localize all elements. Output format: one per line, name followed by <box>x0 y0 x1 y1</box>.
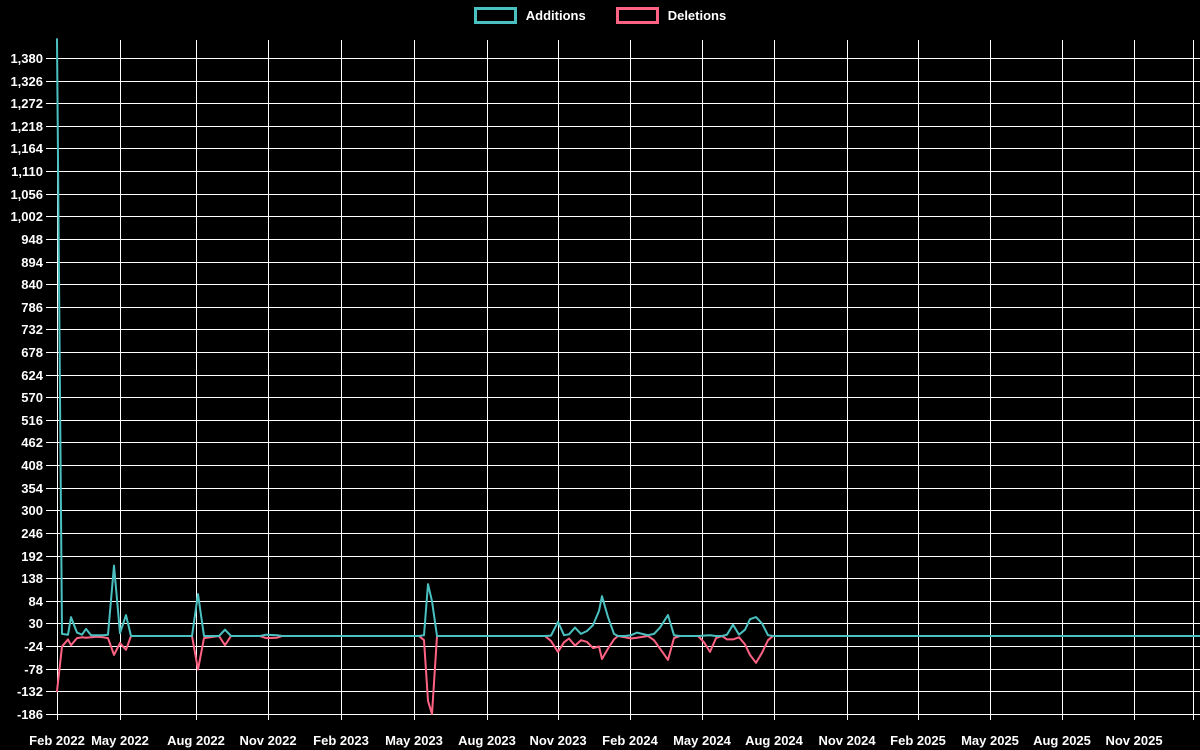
y-tick-label: 516 <box>21 413 43 428</box>
x-tick-label: Aug 2024 <box>745 733 804 748</box>
x-tick-label: Feb 2025 <box>890 733 946 748</box>
legend-item-additions[interactable]: Additions <box>473 7 586 24</box>
y-tick-label: 840 <box>21 277 43 292</box>
legend-label-additions: Additions <box>525 8 586 23</box>
x-tick-label: May 2022 <box>91 733 149 748</box>
y-tick-label: 192 <box>21 549 43 564</box>
y-tick-label: 1,056 <box>10 187 43 202</box>
y-tick-label: 1,218 <box>10 119 43 134</box>
y-tick-label: -186 <box>17 707 43 722</box>
x-tick-label: Feb 2022 <box>29 733 85 748</box>
y-tick-label: 1,002 <box>10 209 43 224</box>
legend-item-deletions[interactable]: Deletions <box>615 7 727 24</box>
y-tick-label: 948 <box>21 232 43 247</box>
y-tick-label: 354 <box>21 481 43 496</box>
y-tick-label: 732 <box>21 322 43 337</box>
additions-line <box>56 38 1200 637</box>
x-tick-label: Aug 2023 <box>458 733 516 748</box>
y-tick-label: 1,272 <box>10 96 43 111</box>
y-tick-label: -78 <box>24 662 43 677</box>
y-tick-label: 30 <box>29 616 43 631</box>
y-tick-label: 570 <box>21 390 43 405</box>
x-tick-label: Nov 2025 <box>1105 733 1162 748</box>
chart-legend: Additions Deletions <box>0 7 1200 24</box>
x-tick-label: Aug 2025 <box>1033 733 1091 748</box>
y-tick-label: 1,110 <box>11 164 43 179</box>
deletions-line <box>56 635 1200 715</box>
x-tick-label: Feb 2023 <box>313 733 369 748</box>
y-tick-label: 1,326 <box>10 74 43 89</box>
y-tick-label: 300 <box>21 503 43 518</box>
additions-swatch-icon <box>473 7 517 24</box>
x-tick-label: Aug 2022 <box>167 733 225 748</box>
y-tick-label: 462 <box>21 435 43 450</box>
y-tick-label: 678 <box>21 345 43 360</box>
y-tick-label: 138 <box>21 571 43 586</box>
legend-label-deletions: Deletions <box>667 8 727 23</box>
y-tick-label: 894 <box>21 255 43 270</box>
y-tick-label: 84 <box>29 594 44 609</box>
y-tick-label: -24 <box>24 639 44 654</box>
y-tick-label: 408 <box>21 458 43 473</box>
deletions-swatch-icon <box>615 7 659 24</box>
y-tick-label: 786 <box>21 300 43 315</box>
x-tick-label: Feb 2024 <box>602 733 658 748</box>
x-tick-label: May 2024 <box>673 733 732 748</box>
x-tick-label: Nov 2022 <box>239 733 296 748</box>
x-tick-label: May 2023 <box>385 733 443 748</box>
y-tick-label: 246 <box>21 526 43 541</box>
x-tick-label: Nov 2023 <box>529 733 586 748</box>
x-tick-label: May 2025 <box>961 733 1019 748</box>
y-tick-label: -132 <box>17 684 43 699</box>
x-tick-label: Nov 2024 <box>818 733 876 748</box>
y-tick-label: 1,164 <box>10 141 43 156</box>
y-tick-label: 1,380 <box>10 51 43 66</box>
y-tick-label: 624 <box>21 368 43 383</box>
